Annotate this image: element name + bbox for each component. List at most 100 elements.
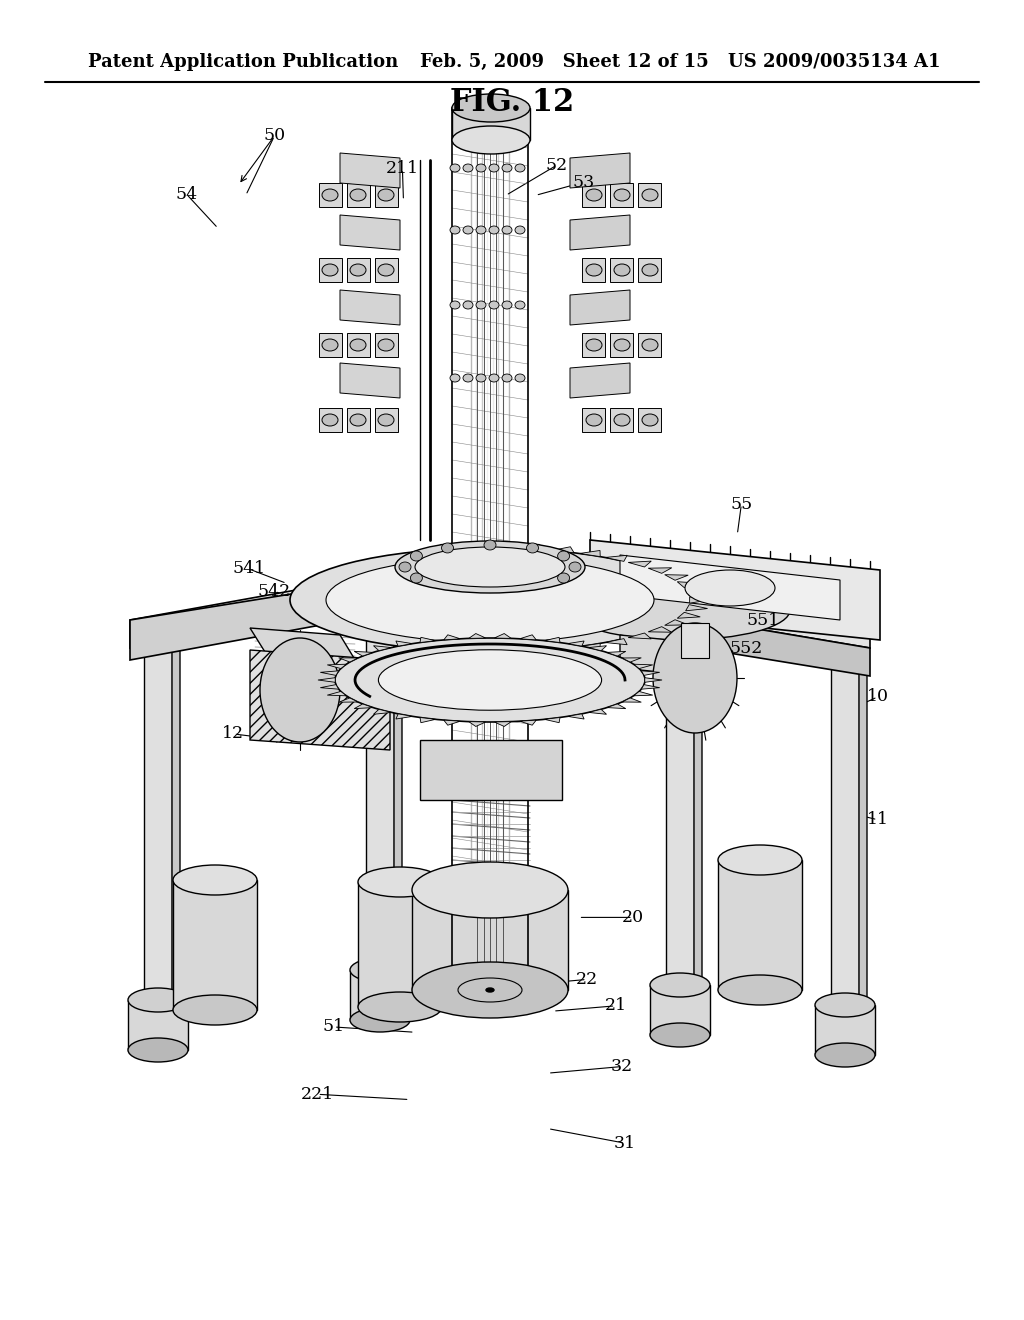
Polygon shape	[607, 651, 626, 656]
Polygon shape	[493, 652, 517, 657]
Ellipse shape	[484, 540, 496, 550]
Polygon shape	[420, 718, 435, 722]
Polygon shape	[420, 638, 435, 643]
Polygon shape	[347, 257, 370, 282]
Polygon shape	[552, 647, 574, 653]
Polygon shape	[452, 108, 530, 140]
Polygon shape	[665, 619, 688, 626]
Polygon shape	[641, 671, 659, 676]
Ellipse shape	[569, 562, 581, 572]
Text: 32: 32	[610, 1059, 633, 1074]
Polygon shape	[463, 652, 487, 657]
Ellipse shape	[614, 339, 630, 351]
Polygon shape	[570, 290, 630, 325]
Polygon shape	[545, 718, 560, 722]
Polygon shape	[374, 645, 391, 651]
Polygon shape	[520, 721, 537, 725]
Polygon shape	[645, 677, 663, 682]
Ellipse shape	[378, 264, 394, 276]
Ellipse shape	[450, 164, 460, 172]
Polygon shape	[347, 408, 370, 432]
Polygon shape	[490, 583, 870, 676]
Polygon shape	[340, 153, 400, 187]
Polygon shape	[638, 333, 662, 356]
Polygon shape	[347, 333, 370, 356]
Ellipse shape	[515, 164, 525, 172]
Text: 11: 11	[866, 812, 889, 828]
Polygon shape	[250, 649, 390, 750]
Ellipse shape	[515, 301, 525, 309]
Polygon shape	[319, 408, 342, 432]
Ellipse shape	[502, 164, 512, 172]
Ellipse shape	[502, 226, 512, 234]
Polygon shape	[580, 550, 600, 557]
Polygon shape	[250, 628, 360, 668]
Polygon shape	[622, 698, 641, 702]
Polygon shape	[319, 257, 342, 282]
Ellipse shape	[379, 649, 602, 710]
Polygon shape	[340, 363, 400, 399]
Polygon shape	[607, 704, 626, 709]
Ellipse shape	[350, 958, 410, 982]
Ellipse shape	[476, 164, 486, 172]
Text: 542: 542	[258, 583, 291, 599]
Ellipse shape	[476, 226, 486, 234]
Ellipse shape	[358, 867, 442, 898]
Polygon shape	[319, 183, 342, 207]
Polygon shape	[172, 645, 180, 1001]
Polygon shape	[648, 568, 672, 573]
Polygon shape	[321, 671, 339, 676]
Ellipse shape	[452, 125, 530, 154]
Polygon shape	[173, 880, 257, 1010]
Ellipse shape	[441, 543, 454, 553]
Polygon shape	[375, 257, 398, 282]
Ellipse shape	[650, 973, 710, 997]
Ellipse shape	[476, 374, 486, 381]
Polygon shape	[681, 623, 709, 657]
Polygon shape	[677, 582, 700, 587]
Polygon shape	[677, 612, 700, 618]
Polygon shape	[420, 741, 562, 800]
Polygon shape	[622, 657, 641, 663]
Ellipse shape	[614, 264, 630, 276]
Polygon shape	[347, 183, 370, 207]
Polygon shape	[412, 890, 568, 990]
Text: 21: 21	[604, 998, 627, 1014]
Polygon shape	[522, 649, 546, 656]
Ellipse shape	[642, 189, 658, 201]
Ellipse shape	[586, 339, 602, 351]
Polygon shape	[130, 554, 870, 648]
Text: FIG. 12: FIG. 12	[450, 87, 574, 119]
Polygon shape	[350, 970, 410, 1020]
Polygon shape	[328, 692, 346, 696]
Polygon shape	[375, 183, 398, 207]
Ellipse shape	[650, 1023, 710, 1047]
Ellipse shape	[322, 189, 338, 201]
Polygon shape	[317, 677, 335, 682]
Polygon shape	[463, 543, 487, 549]
Ellipse shape	[378, 414, 394, 426]
Polygon shape	[570, 215, 630, 249]
Ellipse shape	[463, 164, 473, 172]
Polygon shape	[552, 546, 574, 553]
Ellipse shape	[718, 975, 802, 1005]
Ellipse shape	[322, 339, 338, 351]
Text: 10: 10	[866, 689, 889, 705]
Polygon shape	[495, 634, 511, 639]
Polygon shape	[718, 861, 802, 990]
Ellipse shape	[326, 557, 654, 643]
Ellipse shape	[350, 264, 366, 276]
Polygon shape	[321, 685, 339, 689]
Polygon shape	[570, 363, 630, 399]
Polygon shape	[605, 556, 627, 561]
Ellipse shape	[463, 226, 473, 234]
Ellipse shape	[350, 1008, 410, 1032]
Ellipse shape	[358, 993, 442, 1022]
Polygon shape	[443, 635, 460, 640]
Polygon shape	[469, 634, 485, 639]
Polygon shape	[375, 333, 398, 356]
Polygon shape	[610, 408, 633, 432]
Ellipse shape	[526, 543, 539, 553]
Polygon shape	[582, 183, 605, 207]
Text: 20: 20	[622, 909, 644, 925]
